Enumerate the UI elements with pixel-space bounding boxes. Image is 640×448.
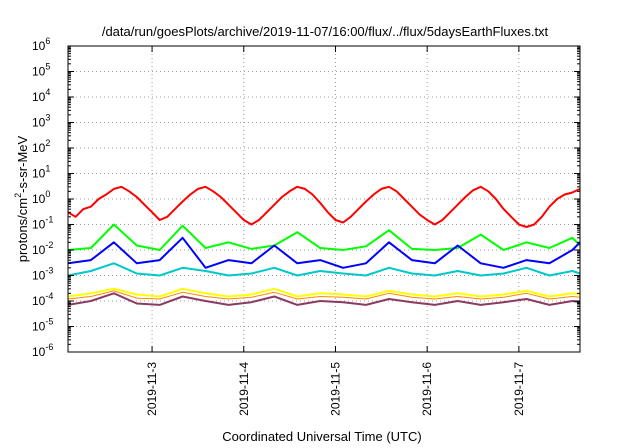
x-tick-label: 2019-11-7	[512, 362, 526, 416]
y-tick-exponent: 2	[45, 138, 50, 148]
y-tick-label: 10-5	[32, 317, 53, 334]
y-tick-label: 103	[32, 113, 50, 130]
y-tick-exponent: 6	[45, 36, 50, 46]
series-line-7	[67, 292, 581, 306]
y-axis-ticks: 10-610-510-410-310-210-11001011021031041…	[32, 36, 580, 359]
x-axis-ticks: 2019-11-3 2019-11-4 2019-11-5 2019-11-6 2019…	[145, 46, 526, 416]
y-tick-label: 106	[32, 36, 50, 53]
x-tick-label: 2019-11-5	[328, 362, 342, 416]
y-tick-label: 10-6	[32, 342, 53, 359]
y-tick-label: 10-2	[32, 240, 53, 257]
series-line-1	[67, 185, 581, 228]
x-tick-label: 2019-11-6	[420, 362, 434, 416]
y-tick-base: 10	[32, 243, 46, 257]
y-tick-base: 10	[32, 167, 46, 181]
y-tick-exponent: -1	[45, 215, 53, 225]
y-axis-label-post: -s-sr-MeV	[15, 135, 30, 192]
y-tick-label: 102	[32, 138, 50, 155]
y-tick-base: 10	[32, 192, 46, 206]
y-axis-label-sup: 2	[13, 193, 23, 198]
y-tick-label: 104	[32, 87, 50, 104]
series-line-6	[67, 290, 581, 300]
x-axis-label: Coordinated Universal Time (UTC)	[222, 429, 421, 444]
y-tick-base: 10	[32, 345, 46, 359]
chart-title: /data/run/goesPlots/archive/2019-11-07/1…	[102, 24, 549, 39]
series-line-2	[67, 223, 581, 251]
y-tick-exponent: 0	[45, 189, 50, 199]
y-tick-exponent: -6	[45, 342, 53, 352]
y-tick-base: 10	[32, 320, 46, 334]
y-tick-base: 10	[32, 90, 46, 104]
y-axis-label: protons/cm2-s-sr-MeV	[13, 135, 30, 262]
y-tick-exponent: 5	[45, 62, 50, 72]
y-tick-label: 10-3	[32, 266, 53, 283]
y-tick-base: 10	[32, 294, 46, 308]
y-tick-label: 101	[32, 164, 50, 181]
y-tick-exponent: -4	[45, 291, 53, 301]
series-line-5	[67, 287, 581, 298]
y-tick-base: 10	[32, 39, 46, 53]
x-tick-label: 2019-11-4	[237, 362, 251, 416]
y-tick-exponent: 1	[45, 164, 50, 174]
series-lines	[67, 185, 581, 306]
y-tick-base: 10	[32, 141, 46, 155]
grid	[68, 46, 580, 352]
series-line-4	[67, 262, 581, 277]
y-tick-label: 105	[32, 62, 50, 79]
y-tick-label: 10-4	[32, 291, 53, 308]
y-tick-label: 100	[32, 189, 50, 206]
y-tick-exponent: -3	[45, 266, 53, 276]
x-tick-label: 2019-11-3	[145, 362, 159, 416]
y-tick-base: 10	[32, 218, 46, 232]
y-tick-exponent: -2	[45, 240, 53, 250]
y-tick-label: 10-1	[32, 215, 53, 232]
y-axis-label-pre: protons/cm	[15, 198, 30, 262]
y-tick-base: 10	[32, 65, 46, 79]
series-line-3	[67, 236, 581, 269]
y-tick-exponent: 4	[45, 87, 50, 97]
y-tick-base: 10	[32, 116, 46, 130]
y-tick-exponent: -5	[45, 317, 53, 327]
y-tick-exponent: 3	[45, 113, 50, 123]
y-tick-base: 10	[32, 269, 46, 283]
